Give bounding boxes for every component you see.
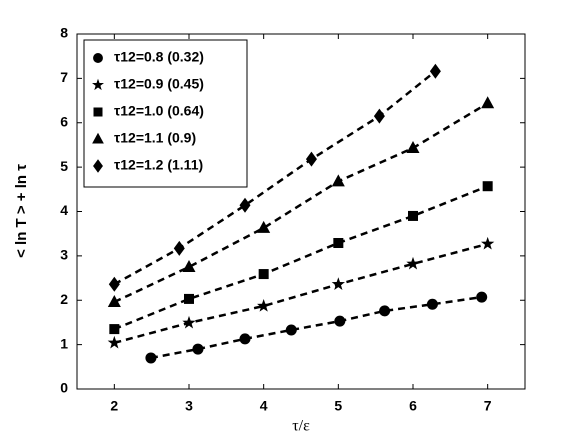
marker bbox=[379, 305, 391, 317]
y-tick-label: 6 bbox=[60, 113, 68, 129]
marker bbox=[333, 238, 344, 249]
legend-marker bbox=[93, 53, 103, 63]
y-axis-label: < ln T > + ln τ bbox=[13, 164, 30, 258]
y-tick-label: 1 bbox=[60, 335, 68, 351]
marker bbox=[331, 174, 345, 187]
marker bbox=[331, 277, 345, 290]
marker bbox=[406, 256, 420, 270]
marker bbox=[108, 276, 120, 292]
y-tick-label: 8 bbox=[60, 25, 68, 41]
fit-line bbox=[113, 102, 489, 304]
marker bbox=[192, 343, 204, 355]
marker bbox=[285, 324, 297, 336]
marker bbox=[257, 220, 271, 233]
fit-line bbox=[114, 242, 488, 345]
marker bbox=[239, 333, 251, 345]
marker bbox=[182, 259, 196, 272]
legend-marker bbox=[92, 132, 104, 144]
marker bbox=[239, 197, 251, 213]
marker bbox=[476, 291, 488, 303]
x-tick-label: 6 bbox=[409, 398, 417, 414]
legend-label: τ12=0.8 (0.32) bbox=[114, 49, 204, 65]
marker bbox=[184, 293, 194, 304]
x-tick-label: 4 bbox=[260, 398, 268, 414]
y-tick-label: 4 bbox=[60, 202, 68, 218]
legend-label: τ12=0.9 (0.45) bbox=[114, 76, 204, 92]
marker bbox=[481, 236, 495, 250]
fit-line bbox=[113, 70, 437, 286]
x-tick-label: 2 bbox=[110, 398, 118, 414]
fit-line bbox=[150, 295, 482, 360]
marker bbox=[406, 141, 420, 154]
marker bbox=[107, 295, 121, 308]
marker bbox=[258, 269, 269, 280]
marker bbox=[373, 108, 385, 124]
y-tick-label: 2 bbox=[60, 291, 68, 307]
y-tick-label: 5 bbox=[60, 158, 68, 174]
legend-marker bbox=[92, 78, 104, 91]
plot-frame bbox=[76, 33, 526, 390]
legend-label: τ12=1.1 (0.9) bbox=[114, 130, 196, 146]
marker bbox=[481, 96, 495, 109]
legend-label: τ12=1.2 (1.11) bbox=[114, 157, 203, 173]
marker bbox=[305, 151, 317, 167]
x-tick-label: 5 bbox=[334, 398, 342, 414]
legend-box bbox=[83, 39, 248, 188]
marker bbox=[109, 324, 120, 335]
x-tick-label: 7 bbox=[484, 398, 492, 414]
x-axis-label: τ/ε bbox=[292, 418, 310, 435]
marker bbox=[145, 352, 157, 364]
marker bbox=[257, 299, 271, 312]
marker bbox=[107, 335, 121, 349]
marker bbox=[426, 298, 438, 310]
marker bbox=[182, 315, 196, 329]
marker bbox=[429, 63, 441, 79]
marker bbox=[482, 181, 493, 192]
y-tick-label: 7 bbox=[60, 69, 68, 85]
marker bbox=[408, 210, 418, 221]
legend-marker bbox=[93, 159, 103, 173]
marker bbox=[334, 315, 346, 327]
y-tick-label: 0 bbox=[60, 380, 68, 396]
y-tick-label: 3 bbox=[60, 247, 68, 263]
marker bbox=[173, 240, 185, 256]
legend-label: τ12=1.0 (0.64) bbox=[114, 103, 204, 119]
x-tick-label: 3 bbox=[185, 398, 193, 414]
legend-marker bbox=[93, 107, 103, 117]
